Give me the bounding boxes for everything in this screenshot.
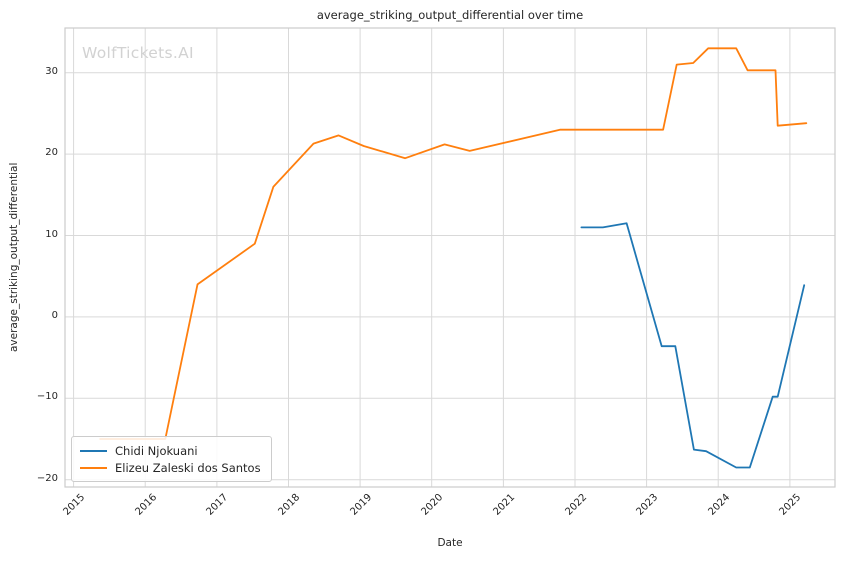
- legend-item: Chidi Njokuani: [80, 442, 261, 459]
- legend-label: Elizeu Zaleski dos Santos: [115, 460, 261, 475]
- legend-line-swatch-orange: [80, 466, 107, 469]
- y-tick-label: −20: [36, 472, 58, 484]
- legend: Chidi Njokuani Elizeu Zaleski dos Santos: [71, 436, 272, 482]
- y-tick-label: 30: [45, 65, 58, 77]
- legend-label: Chidi Njokuani: [115, 443, 198, 458]
- legend-line-swatch-blue: [80, 449, 107, 452]
- y-tick-label: 0: [51, 309, 58, 321]
- chart-title: average_striking_output_differential ove…: [316, 8, 584, 22]
- watermark: WolfTickets.AI: [82, 44, 194, 62]
- y-tick-label: 20: [45, 147, 58, 159]
- legend-item: Elizeu Zaleski dos Santos: [80, 459, 261, 476]
- x-axis-label: Date: [437, 537, 463, 549]
- y-tick-label: −10: [36, 391, 58, 403]
- y-tick-label: 10: [45, 228, 58, 240]
- y-axis-label: average_striking_output_differential: [8, 162, 20, 353]
